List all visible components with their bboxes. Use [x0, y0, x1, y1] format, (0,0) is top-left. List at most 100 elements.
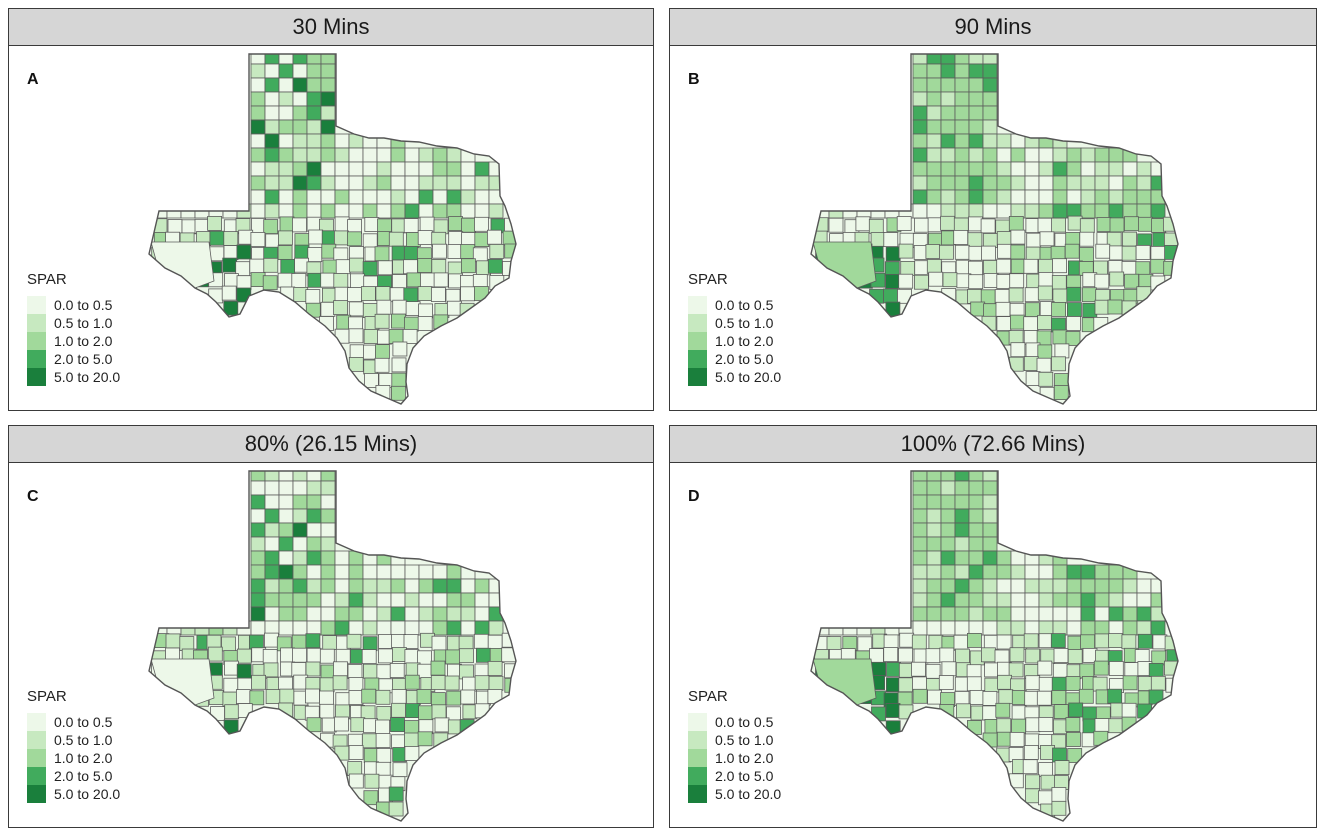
county	[996, 606, 1012, 622]
county	[418, 161, 434, 177]
legend-label: 2.0 to 5.0	[715, 768, 774, 784]
county	[940, 550, 956, 566]
county	[940, 480, 956, 496]
county	[968, 161, 984, 177]
county	[997, 243, 1013, 259]
county	[404, 720, 420, 736]
county	[1037, 285, 1053, 301]
county	[474, 189, 490, 205]
county	[474, 703, 490, 719]
county	[333, 273, 349, 288]
county	[926, 105, 942, 121]
county	[1094, 299, 1110, 315]
county	[391, 218, 407, 234]
county	[968, 550, 984, 566]
county	[1148, 662, 1164, 678]
legend-label: 0.5 to 1.0	[54, 732, 113, 748]
county	[403, 218, 419, 234]
county	[375, 733, 391, 748]
county	[912, 189, 928, 205]
county	[322, 635, 338, 651]
county	[504, 243, 516, 259]
county	[828, 217, 844, 233]
county	[487, 660, 503, 676]
county	[402, 328, 418, 344]
county	[1024, 620, 1040, 636]
county	[968, 578, 984, 594]
county	[448, 216, 464, 232]
county	[1010, 606, 1026, 622]
legend-label: 2.0 to 5.0	[54, 768, 113, 784]
county	[954, 620, 970, 636]
county	[1150, 203, 1166, 219]
county	[292, 494, 308, 510]
county	[432, 606, 448, 622]
county	[1051, 787, 1067, 802]
county	[996, 175, 1012, 191]
county	[278, 620, 294, 636]
county	[335, 648, 351, 664]
county	[1053, 385, 1069, 401]
county	[320, 564, 336, 580]
county	[434, 717, 450, 733]
county	[1150, 161, 1166, 177]
county	[278, 133, 294, 149]
county	[885, 677, 901, 693]
county	[1023, 745, 1039, 760]
county	[404, 578, 420, 594]
county	[954, 189, 970, 205]
county	[250, 480, 266, 496]
county	[320, 592, 336, 608]
county	[995, 301, 1011, 317]
county	[404, 746, 420, 761]
county-layer	[811, 471, 1178, 821]
county	[912, 161, 928, 177]
county	[334, 216, 350, 232]
county	[264, 161, 280, 177]
county	[940, 564, 956, 580]
county	[984, 677, 1000, 693]
county	[1024, 287, 1040, 303]
county	[1024, 161, 1040, 177]
county	[940, 147, 956, 163]
county	[1094, 147, 1110, 163]
county	[1051, 217, 1067, 233]
county	[968, 119, 984, 135]
county	[376, 706, 392, 721]
county	[349, 344, 365, 360]
county	[1080, 161, 1096, 177]
county	[1024, 133, 1040, 149]
legend-item: 2.0 to 5.0	[27, 767, 120, 785]
county	[250, 536, 266, 552]
county	[306, 91, 322, 107]
legend-item: 0.0 to 0.5	[27, 713, 120, 731]
county	[320, 536, 336, 552]
county	[320, 133, 336, 149]
county	[306, 717, 322, 733]
county	[474, 216, 489, 232]
county	[221, 285, 237, 301]
county	[926, 189, 942, 205]
county	[278, 77, 294, 93]
county	[968, 77, 984, 93]
county	[390, 578, 406, 594]
county	[1037, 660, 1053, 676]
county	[954, 161, 970, 177]
county	[925, 663, 941, 679]
county	[1037, 314, 1053, 330]
county	[306, 606, 322, 622]
county	[1038, 676, 1054, 692]
county	[320, 119, 336, 135]
county	[982, 705, 998, 721]
county	[376, 203, 392, 219]
county	[292, 189, 308, 205]
county	[940, 105, 956, 121]
county	[250, 147, 266, 163]
county	[982, 203, 998, 219]
county	[264, 480, 280, 496]
county	[926, 91, 942, 107]
county	[1023, 258, 1039, 274]
county	[996, 133, 1012, 149]
county	[1038, 716, 1054, 732]
county	[320, 63, 336, 79]
